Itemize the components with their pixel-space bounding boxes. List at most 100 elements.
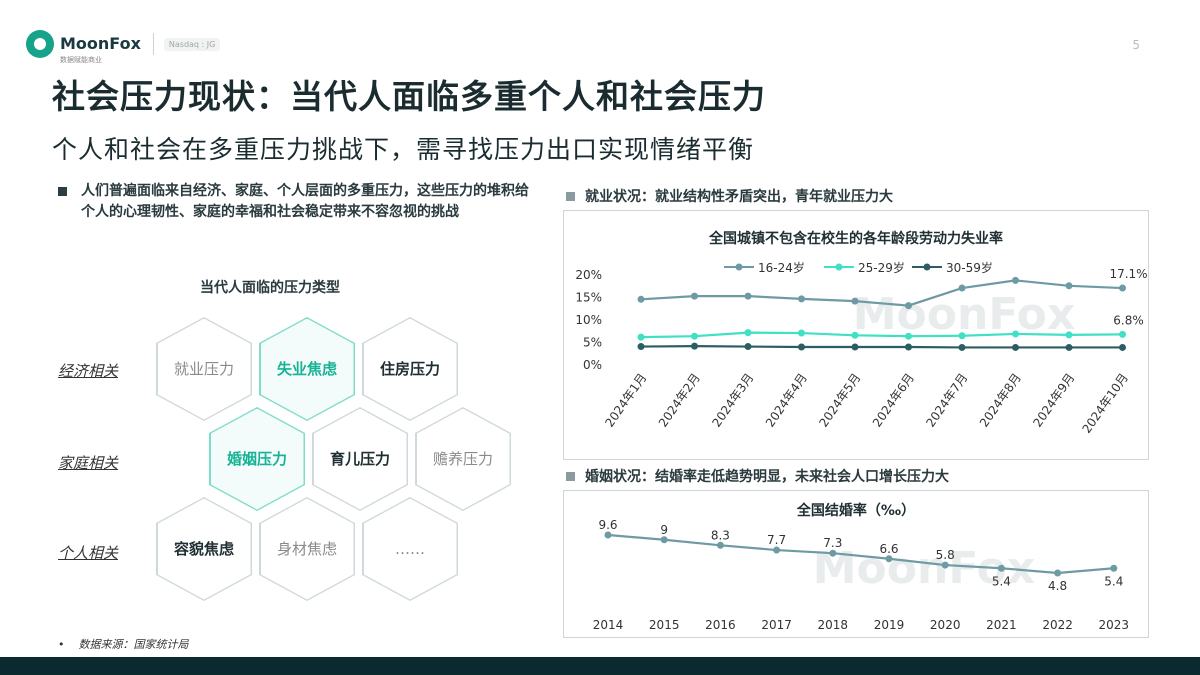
data-point-30-59岁: [1119, 343, 1126, 351]
hexagon-line-1: 婚姻: [226, 450, 257, 468]
y-tick-label: 15%: [575, 291, 602, 305]
y-tick-label: 20%: [575, 268, 602, 282]
data-point-16-24岁: [637, 295, 645, 303]
employment-bullet: 就业状况：就业结构性矛盾突出，青年就业压力大: [566, 186, 893, 206]
data-label: 5.4: [1104, 574, 1123, 588]
brand-tagline: 数据赋能商业: [60, 56, 102, 64]
series-line-25-29岁: [640, 331, 1123, 339]
data-point: [941, 561, 949, 569]
data-point-16-24岁: [905, 302, 912, 310]
data-point-30-59岁: [798, 343, 805, 351]
hexagon-eldercare: 赡养 压力: [415, 407, 511, 511]
data-point-16-24岁: [798, 295, 805, 303]
data-label: 6.6: [879, 542, 898, 556]
hexagon-more: ……: [362, 497, 458, 601]
data-point-30-59岁: [637, 343, 645, 351]
legend-label-16-24岁: 16-24岁: [758, 260, 805, 275]
series-line-16-24岁: [640, 279, 1123, 307]
hexagon-label: 婚姻 压力: [210, 408, 304, 510]
footer-bar: [0, 657, 1200, 675]
hexagon-label: 失业 焦虑: [260, 318, 354, 420]
data-label: 7.3: [823, 536, 842, 550]
data-point-25-29岁: [851, 331, 859, 339]
page-subtitle: 个人和社会在多重压力挑战下，需寻找压力出口实现情绪平衡: [52, 135, 755, 164]
y-tick-label: 10%: [575, 313, 602, 327]
data-point: [773, 546, 781, 554]
data-point: [716, 541, 724, 549]
x-tick-label: 2024年6月: [870, 371, 917, 430]
data-point-16-24岁: [958, 284, 966, 292]
chart-title: 全国城镇不包含在校生的各年龄段劳动力失业率: [708, 230, 1003, 247]
x-tick-label: 2018: [818, 618, 849, 632]
hexagon-label: 容貌 焦虑: [157, 498, 251, 600]
x-tick-label: 2024年3月: [709, 371, 756, 430]
page-number: 5: [1132, 38, 1140, 52]
data-point-25-29岁: [744, 329, 752, 337]
data-point-30-59岁: [1012, 343, 1019, 351]
data-point-30-59岁: [1065, 343, 1073, 351]
marriage-bullet-text: 婚姻状况：结婚率走低趋势明显，未来社会人口增长压力大: [585, 469, 949, 485]
data-label: 6.8%: [1113, 313, 1144, 327]
data-point-16-24岁: [744, 292, 752, 300]
x-tick-label: 2019: [874, 618, 905, 632]
data-point: [660, 536, 668, 544]
x-tick-label: 2016: [705, 618, 736, 632]
data-point-16-24岁: [1119, 284, 1126, 292]
data-point-25-29岁: [1012, 330, 1019, 338]
data-point: [829, 549, 837, 557]
y-tick-label: 5%: [583, 336, 602, 350]
row-label-economy: 经济相关: [58, 362, 119, 380]
hexagon-label: 赡养 压力: [416, 408, 510, 510]
row-label-personal: 个人相关: [58, 544, 119, 562]
hexagon-label: 就业 压力: [157, 318, 251, 420]
row-label-family: 家庭相关: [58, 454, 119, 472]
data-source: • 数据来源：国家统计局: [58, 638, 189, 651]
logo-divider: [152, 33, 154, 55]
bullet-square-icon: [58, 187, 67, 196]
bullet-square-icon: [566, 471, 575, 481]
x-tick-label: 2024年1月: [602, 371, 649, 430]
hexagon-label: 身材 焦虑: [260, 498, 354, 600]
data-point: [885, 555, 893, 563]
unemployment-chart: MoonFox 全国城镇不包含在校生的各年龄段劳动力失业率 16-24岁 25-29岁…: [575, 230, 1147, 436]
hexagon-line-1: 住房: [379, 360, 410, 378]
moonfox-logo-icon: [26, 30, 54, 58]
data-point-16-24岁: [1065, 282, 1073, 290]
watermark: MoonFox: [853, 289, 1075, 340]
data-point-25-29岁: [798, 329, 805, 337]
hexagon-line-2: 压力: [410, 360, 441, 378]
data-source-text: 数据来源：国家统计局: [78, 638, 189, 651]
hexagon-line-1: 容貌: [173, 540, 204, 558]
data-label: 4.8: [1048, 579, 1067, 593]
x-tick-label: 2024年8月: [977, 371, 1024, 430]
data-point-25-29岁: [637, 333, 645, 341]
hexagon-marriage: 婚姻 压力: [209, 407, 305, 511]
hexagon-line-2: 压力: [360, 450, 391, 468]
x-tick-label: 2024年5月: [816, 371, 863, 430]
data-point-30-59岁: [744, 343, 752, 351]
data-label: 7.7: [767, 533, 786, 547]
hexagon-appearance: 容貌 焦虑: [156, 497, 252, 601]
legend-marker-30-59岁: [923, 263, 931, 271]
series-line-30-59岁: [640, 344, 1123, 349]
legend-label-25-29岁: 25-29岁: [858, 260, 905, 275]
data-point-16-24岁: [851, 297, 859, 305]
data-point-16-24岁: [691, 292, 698, 300]
hexagon-line-1: 失业: [276, 360, 307, 378]
hexagon-label: 育儿 压力: [313, 408, 407, 510]
y-tick-label: 0%: [583, 358, 602, 372]
data-point-30-59岁: [691, 342, 698, 350]
hexagon-line-2: 焦虑: [307, 360, 338, 378]
hexagon-line-1: 身材: [276, 540, 307, 558]
data-label: 5.4: [992, 574, 1011, 588]
data-point-25-29岁: [905, 332, 912, 340]
x-tick-label: 2020: [930, 618, 961, 632]
hexagon-label: 住房 压力: [363, 318, 457, 420]
left-bullet: 人们普遍面临来自经济、家庭、个人层面的多重压力，这些压力的堆积给个人的心理韧性、…: [58, 181, 538, 223]
x-tick-label: 2024年4月: [763, 371, 810, 430]
hexagon-employment: 就业 压力: [156, 317, 252, 421]
x-tick-label: 2024年10月: [1079, 371, 1131, 436]
hexagon-line-2: 焦虑: [307, 540, 338, 558]
data-point-25-29岁: [958, 332, 966, 340]
